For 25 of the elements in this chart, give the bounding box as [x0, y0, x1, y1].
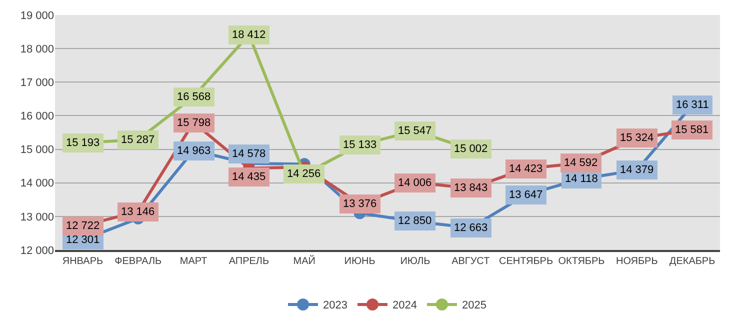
x-tick-label: НОЯБРЬ — [616, 256, 658, 267]
x-tick-label: АПРЕЛЬ — [228, 256, 270, 267]
y-tick-label: 13 000 — [20, 211, 54, 224]
x-tick-label: МАРТ — [180, 256, 208, 267]
legend-label: 2025 — [462, 300, 486, 312]
x-tick-label: ЯНВАРЬ — [62, 256, 104, 267]
x-tick-label: ДЕКАБРЬ — [669, 256, 716, 267]
legend-label: 2023 — [323, 300, 348, 312]
data-label: 14 578 — [232, 148, 266, 160]
legend-label: 2024 — [392, 300, 417, 312]
x-tick-label: ИЮЛЬ — [400, 256, 431, 267]
y-tick-label: 19 000 — [20, 10, 54, 22]
y-tick-label: 12 000 — [20, 244, 54, 257]
y-tick-label: 15 000 — [20, 144, 54, 156]
y-tick-label: 17 000 — [20, 76, 54, 89]
data-label: 14 435 — [232, 171, 266, 183]
x-tick-label: АВГУСТ — [452, 256, 490, 267]
x-tick-label: ИЮНЬ — [344, 256, 376, 267]
x-tick-label: СЕНТЯБРЬ — [499, 256, 554, 267]
x-tick-label: ФЕВРАЛЬ — [114, 256, 162, 267]
y-tick-label: 14 000 — [20, 178, 54, 190]
y-tick-label: 18 000 — [20, 43, 54, 56]
x-tick-label: ОКТЯБРЬ — [558, 256, 606, 267]
x-tick-label: МАЙ — [293, 254, 316, 267]
y-tick-label: 16 000 — [20, 110, 54, 123]
